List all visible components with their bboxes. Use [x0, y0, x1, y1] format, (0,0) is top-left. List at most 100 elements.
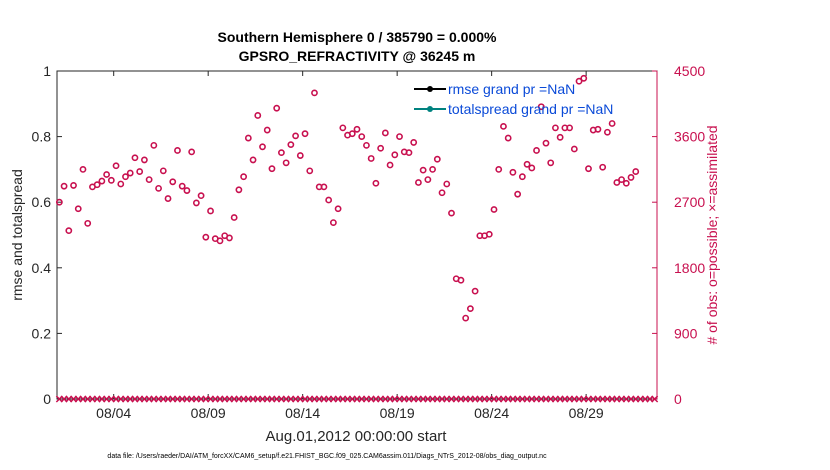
obs-possible-point	[391, 151, 399, 159]
obs-possible-point	[490, 206, 498, 213]
obs-possible-point	[70, 182, 77, 189]
left-y-axis: 0 0.2 0.4 0.6 0.8 1	[32, 63, 62, 407]
left-y-tick-label: 1	[43, 63, 51, 79]
obs-possible-point	[556, 133, 564, 141]
obs-possible-point	[608, 120, 616, 127]
obs-possible-point	[93, 181, 101, 189]
obs-possible-point	[150, 141, 158, 149]
obs-possible-point	[183, 187, 191, 194]
obs-possible-point	[415, 179, 422, 186]
obs-possible-point	[585, 165, 592, 173]
obs-assimilated-point	[651, 395, 659, 403]
obs-possible-point	[504, 134, 512, 142]
obs-possible-point	[410, 139, 418, 146]
obs-possible-point	[580, 74, 588, 82]
obs-possible-point	[84, 219, 92, 227]
obs-possible-point	[552, 124, 559, 132]
obs-possible-point	[523, 160, 531, 168]
obs-possible-point	[282, 159, 290, 167]
obs-possible-point	[320, 183, 328, 191]
obs-possible-point	[575, 77, 583, 85]
obs-possible-point	[107, 176, 115, 184]
right-y-tick-label: 3600	[674, 129, 705, 145]
assimilated-series	[55, 395, 659, 403]
obs-possible-point	[466, 305, 474, 313]
obs-possible-point	[159, 167, 167, 175]
right-y-tick-label: 4500	[674, 63, 705, 79]
legend-rmse-marker	[427, 86, 433, 92]
obs-possible-point	[278, 149, 285, 157]
obs-possible-point	[192, 199, 200, 207]
obs-possible-point	[485, 230, 493, 238]
possible-series	[55, 74, 640, 322]
obs-possible-point	[311, 89, 318, 97]
obs-possible-point	[618, 176, 625, 184]
obs-possible-point	[448, 209, 455, 217]
obs-possible-point	[254, 112, 262, 119]
obs-possible-point	[495, 165, 503, 173]
left-y-tick-label: 0.6	[32, 194, 52, 210]
obs-possible-point	[419, 166, 427, 174]
obs-possible-point	[98, 177, 106, 185]
x-tick-label: 08/04	[96, 405, 131, 421]
obs-possible-point	[438, 189, 446, 197]
obs-possible-point	[164, 195, 172, 202]
obs-possible-point	[273, 104, 281, 112]
obs-possible-point	[396, 133, 403, 140]
right-y-tick-label: 1800	[674, 260, 705, 276]
legend-spread-marker	[427, 106, 433, 112]
obs-possible-point	[325, 196, 333, 204]
obs-possible-point	[306, 167, 314, 175]
obs-possible-point	[547, 159, 555, 167]
obs-possible-point	[358, 133, 366, 140]
obs-possible-point	[594, 125, 602, 133]
left-y-tick-label: 0	[43, 391, 51, 407]
obs-possible-point	[268, 165, 276, 173]
x-axis-label: Aug.01,2012 00:00:00 start	[266, 428, 448, 445]
obs-possible-point	[74, 205, 82, 213]
x-tick-label: 08/09	[191, 405, 226, 421]
x-tick-label: 08/14	[285, 405, 320, 421]
obs-possible-point	[334, 205, 342, 213]
obs-possible-point	[353, 125, 361, 133]
obs-possible-point	[570, 145, 578, 153]
obs-possible-point	[533, 147, 540, 154]
obs-possible-point	[471, 287, 479, 295]
obs-possible-point	[301, 130, 309, 138]
legend-spread-label: totalspread grand pr =NaN	[448, 101, 613, 117]
obs-possible-point	[627, 174, 635, 181]
obs-possible-point	[599, 163, 607, 171]
obs-possible-point	[188, 148, 196, 156]
data-file-footer: data file: /Users/raeder/DAI/ATM_forcXX/…	[107, 453, 547, 460]
obs-possible-point	[79, 165, 87, 173]
obs-possible-point	[457, 276, 465, 284]
obs-possible-point	[500, 122, 507, 130]
x-tick-label: 08/19	[380, 405, 415, 421]
obs-possible-point	[292, 132, 299, 140]
obs-possible-point	[145, 176, 153, 184]
chart-title-line1: Southern Hemisphere 0 / 385790 = 0.000%	[218, 29, 498, 45]
obs-possible-point	[202, 233, 210, 241]
right-y-axis-label: # of obs: o=possible; ×=assimilated	[704, 125, 720, 344]
obs-possible-point	[174, 147, 181, 154]
obs-possible-point	[462, 314, 470, 322]
obs-possible-point	[622, 179, 630, 187]
obs-possible-point	[381, 129, 389, 137]
left-y-tick-label: 0.2	[32, 325, 52, 341]
obs-possible-point	[372, 179, 380, 187]
obs-possible-point	[249, 156, 257, 164]
obs-possible-point	[348, 130, 356, 138]
obs-possible-point	[216, 237, 224, 245]
legend: rmse grand pr =NaN totalspread grand pr …	[414, 81, 613, 117]
obs-possible-point	[55, 198, 63, 206]
obs-possible-point	[424, 176, 432, 184]
x-tick-label: 08/29	[569, 405, 604, 421]
obs-possible-point	[240, 173, 248, 181]
obs-possible-point	[603, 128, 611, 136]
right-y-tick-label: 0	[674, 391, 682, 407]
right-y-tick-label: 900	[674, 325, 698, 341]
obs-possible-point	[518, 173, 526, 181]
right-y-tick-label: 2700	[674, 194, 705, 210]
obs-possible-point	[230, 214, 238, 221]
